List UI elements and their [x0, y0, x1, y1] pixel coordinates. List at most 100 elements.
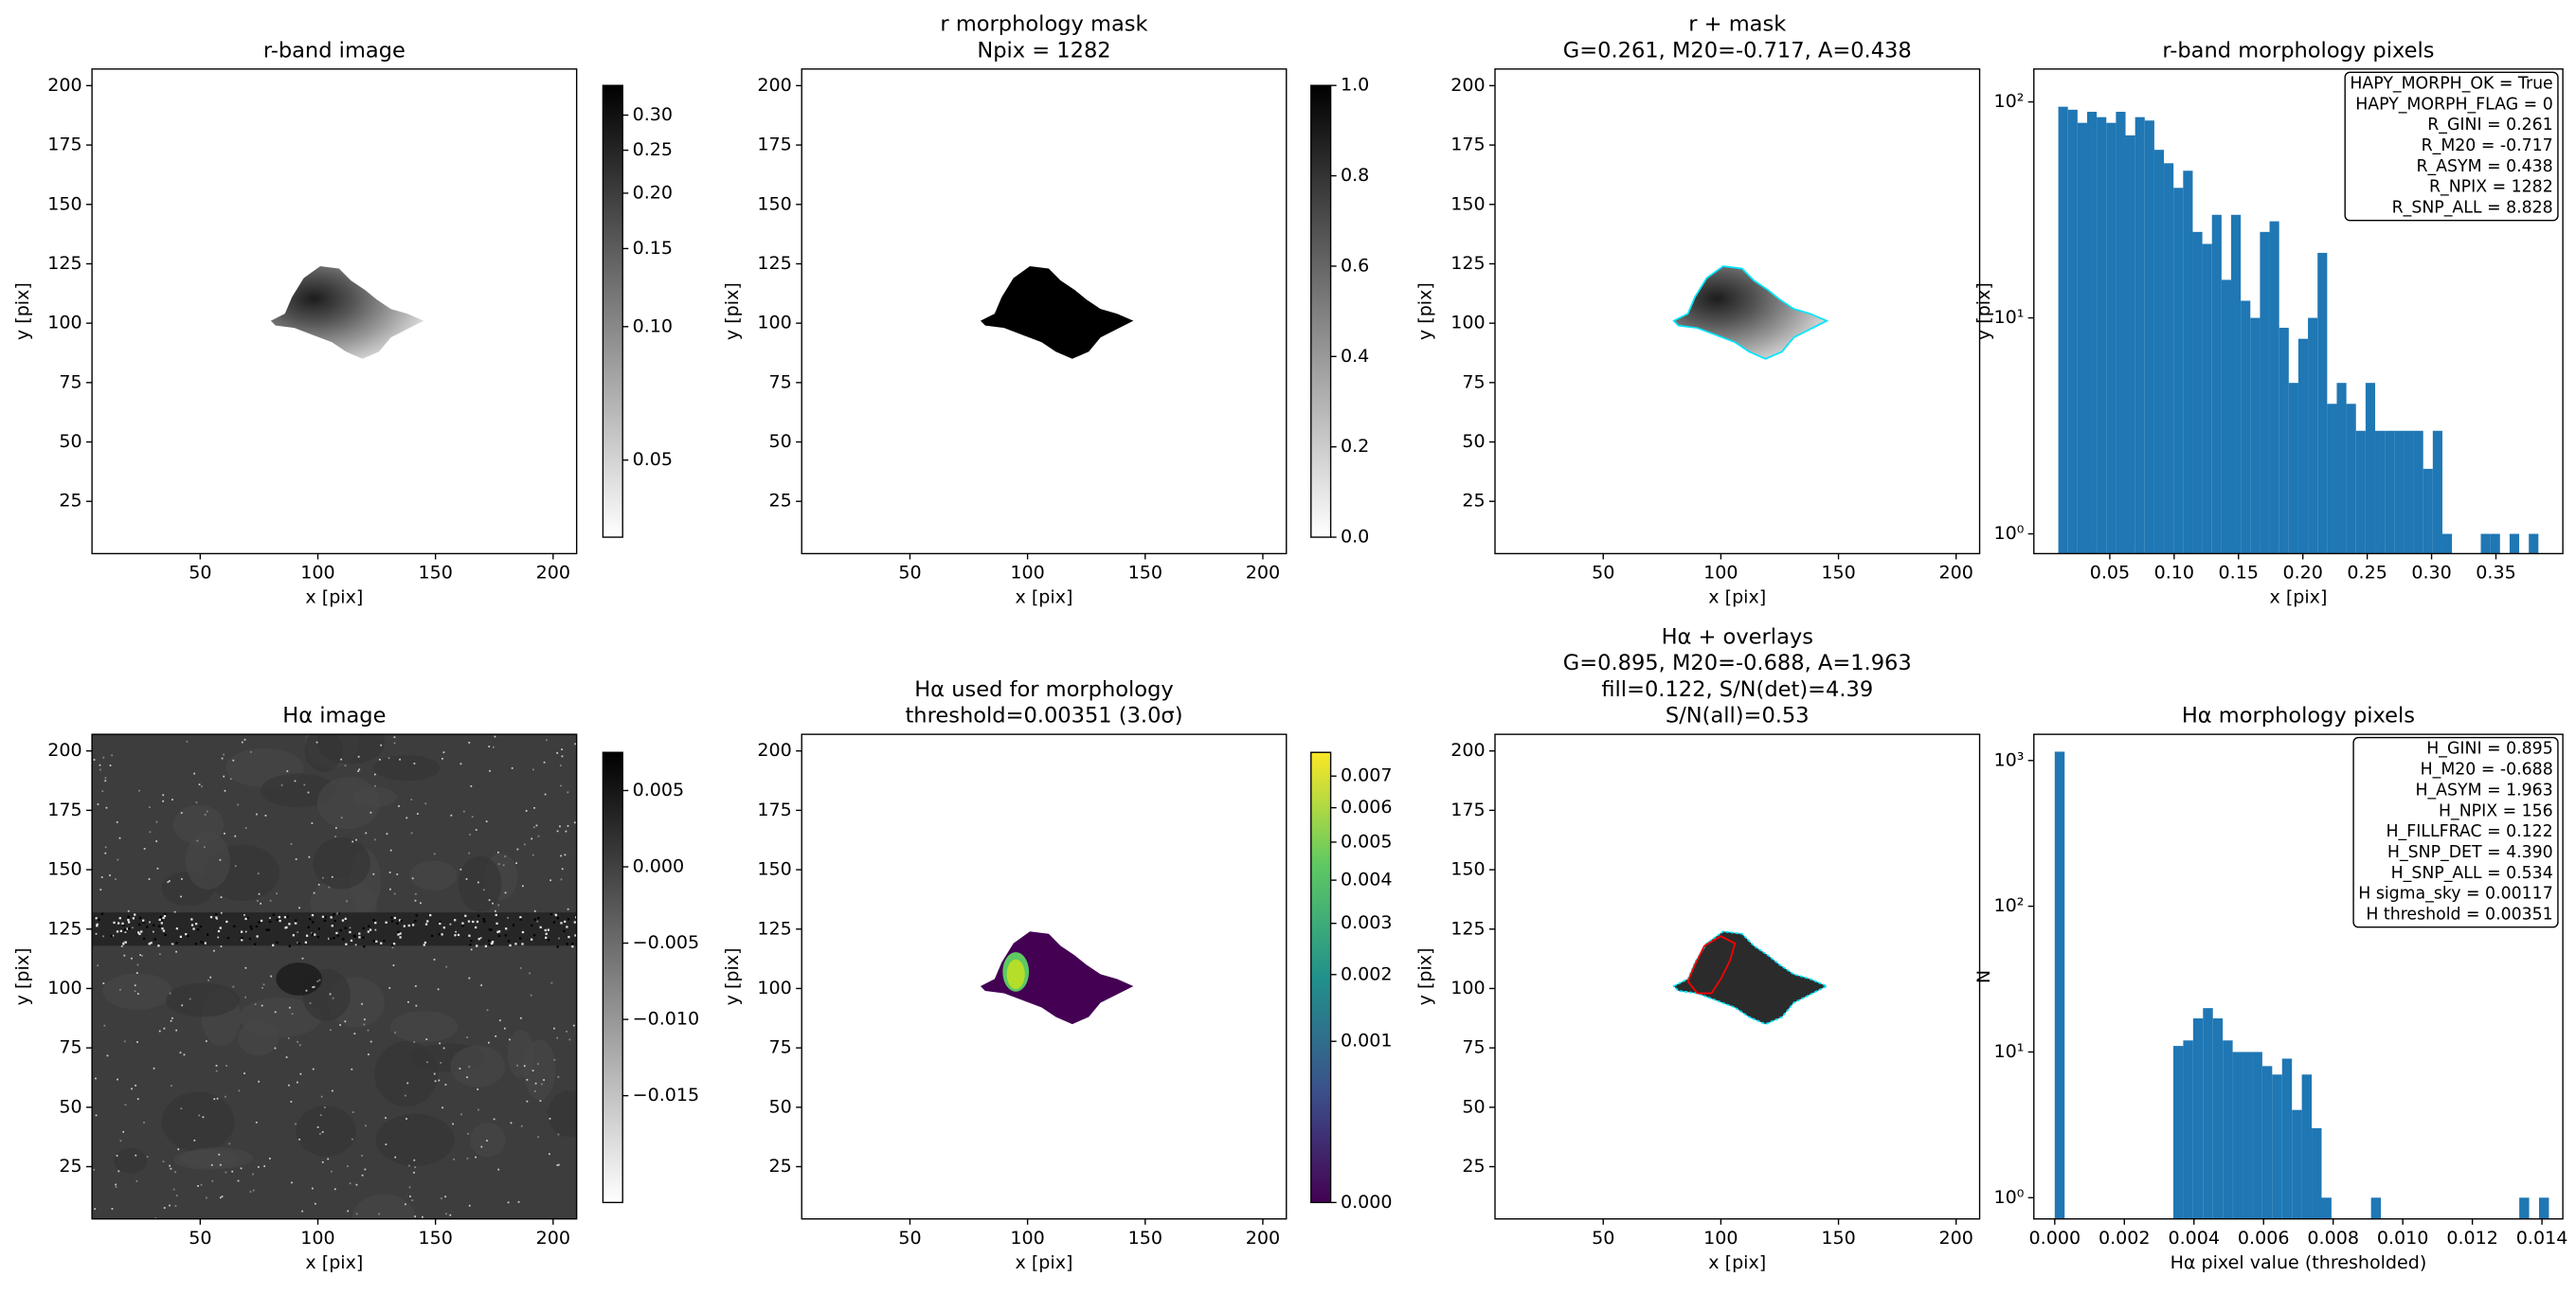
noise: [99, 764, 101, 766]
noise: [471, 816, 474, 818]
bar: [2480, 533, 2491, 554]
noise: [164, 912, 167, 916]
noise: [510, 1122, 513, 1124]
noise: [552, 921, 556, 924]
noise: [405, 1203, 406, 1206]
noise: [341, 919, 345, 922]
noise: [132, 917, 135, 920]
noise: [311, 1187, 314, 1190]
y-tick-label: 175: [757, 135, 791, 155]
stats-line: H sigma_sky = 0.00117: [2358, 885, 2552, 904]
noise: [385, 1143, 387, 1145]
noise: [392, 964, 395, 966]
noise: [109, 874, 111, 876]
noise: [544, 928, 547, 932]
x-axis-label: x [pix]: [2269, 587, 2327, 608]
noise: [561, 755, 564, 758]
noise: [314, 1202, 316, 1205]
noise: [537, 1136, 539, 1139]
noise: [407, 1000, 409, 1003]
noise: [574, 934, 577, 937]
noise: [96, 923, 99, 926]
noise: [489, 769, 491, 772]
noise: [229, 778, 232, 781]
noise: [123, 1040, 126, 1043]
noise: [100, 876, 103, 878]
noise: [260, 919, 263, 923]
noise: [560, 784, 562, 787]
noise: [515, 862, 517, 865]
noise: [380, 744, 383, 746]
noise: [143, 937, 146, 940]
noise: [526, 1100, 529, 1103]
noise: [118, 917, 121, 920]
noise: [468, 977, 471, 980]
noise: [553, 1058, 556, 1061]
noise: [116, 930, 119, 933]
x-tick-label: 0.25: [2347, 563, 2387, 584]
noise: [331, 1089, 333, 1092]
noise: [389, 888, 391, 890]
noise: [387, 757, 390, 760]
chart-title: r + mask: [1688, 12, 1786, 37]
noise: [295, 919, 297, 922]
noise: [409, 1196, 411, 1197]
noise: [465, 878, 468, 880]
noise: [304, 941, 308, 944]
bar: [2375, 430, 2386, 554]
y-tick-label: 150: [757, 193, 791, 214]
noise: [523, 1065, 526, 1068]
noise: [88, 922, 90, 924]
noise: [85, 1038, 87, 1040]
colorbar-tick-label: −0.015: [633, 1085, 700, 1106]
noise: [532, 826, 535, 829]
noise: [237, 1179, 240, 1182]
noise: [531, 854, 534, 856]
noise: [331, 875, 333, 878]
noise: [532, 934, 536, 937]
noise: [219, 926, 222, 929]
y-tick-label: 75: [769, 1037, 792, 1058]
stats-line: H_ASYM = 1.963: [2415, 781, 2552, 800]
colorbar: [1310, 751, 1332, 1204]
axes-frame: [2033, 68, 2564, 555]
noise: [488, 943, 491, 946]
noise: [519, 1016, 522, 1019]
noise: [523, 1220, 525, 1222]
noise: [556, 945, 559, 948]
noise: [89, 944, 91, 946]
noise: [549, 1153, 550, 1156]
y-tick-label: 50: [59, 1096, 81, 1117]
noise: [445, 1213, 447, 1215]
noise: [104, 731, 106, 733]
noise: [531, 837, 533, 840]
noise: [472, 920, 475, 924]
cloud: [409, 860, 458, 890]
noise: [410, 832, 413, 835]
noise: [405, 1094, 406, 1097]
noise: [328, 886, 331, 889]
noise: [353, 935, 357, 938]
noise: [295, 858, 297, 860]
noise: [193, 1139, 196, 1142]
noise: [254, 1003, 257, 1006]
axes-frame: [1494, 733, 1981, 1220]
noise: [526, 1078, 529, 1081]
noise: [393, 916, 396, 920]
axes-frame: [801, 733, 1288, 1220]
y-tick-label: 25: [769, 1156, 792, 1177]
stats-line: H_FILLFRAC = 0.122: [2387, 822, 2553, 841]
noise: [470, 948, 473, 951]
noise: [444, 1196, 447, 1198]
noise: [374, 784, 376, 787]
noise: [503, 1027, 506, 1030]
noise: [531, 1070, 534, 1071]
noise: [533, 1090, 536, 1092]
noise: [210, 1163, 213, 1166]
noise: [442, 1047, 445, 1050]
plot-area: [980, 265, 1134, 359]
noise: [170, 1167, 172, 1170]
noise: [221, 1196, 224, 1197]
noise: [186, 740, 189, 743]
noise: [195, 801, 198, 803]
